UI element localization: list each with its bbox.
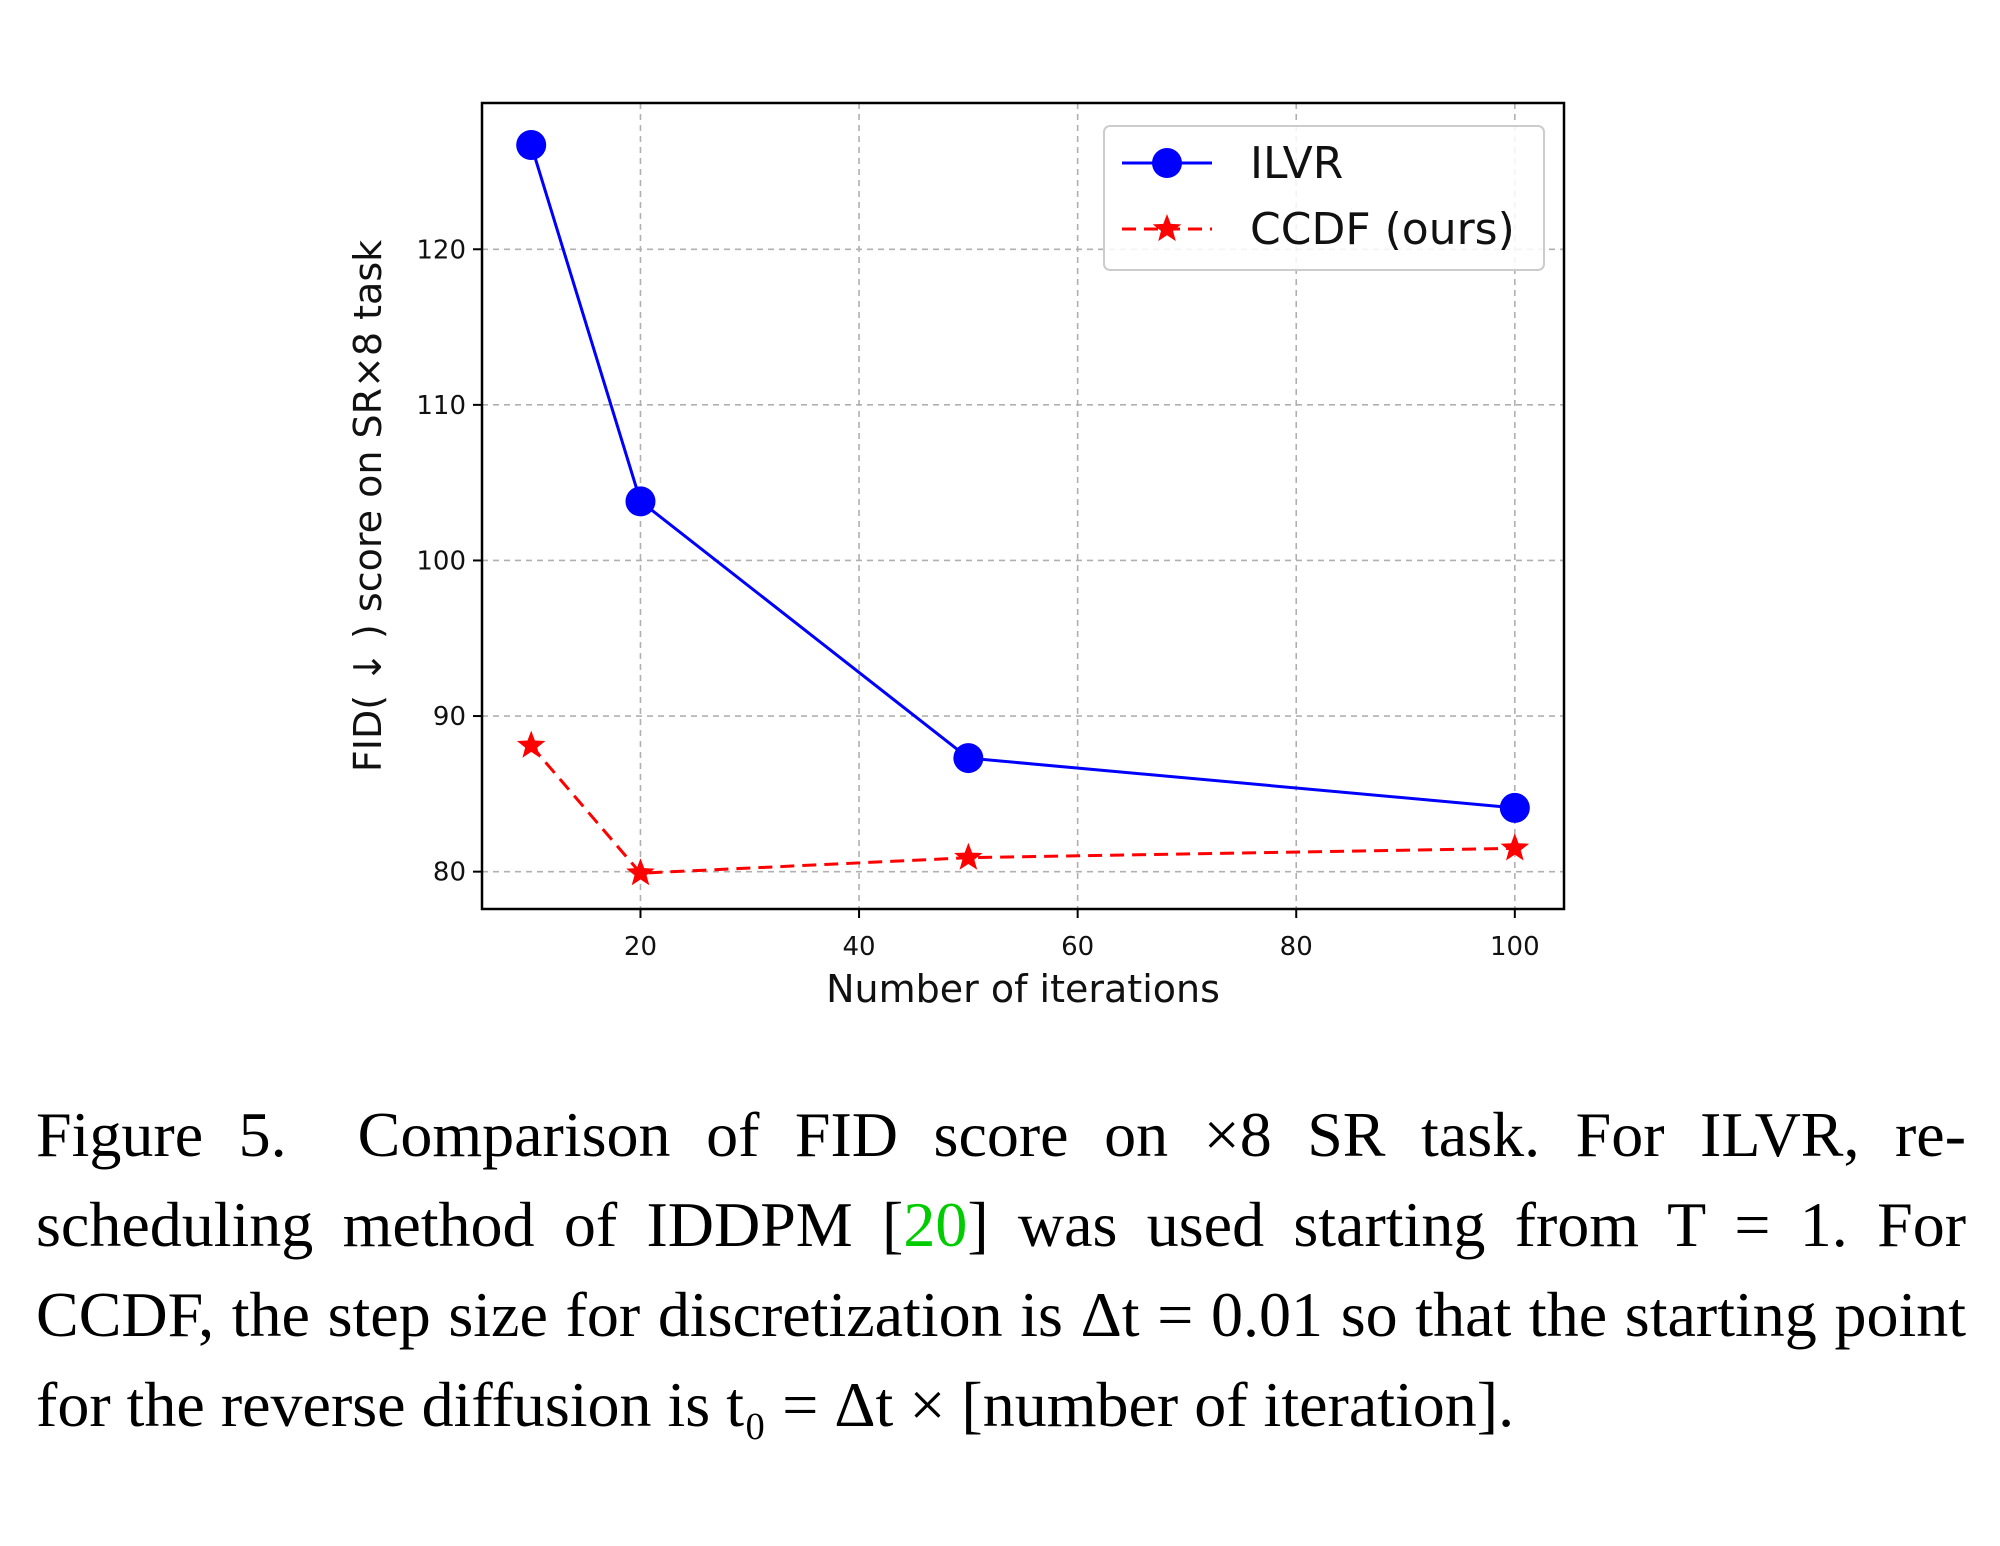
legend-ilvr-marker: [1152, 148, 1182, 178]
plot-frame: [480, 101, 1566, 911]
x-tick-label: 100: [1490, 932, 1540, 962]
legend-box: [1103, 125, 1545, 271]
x-tick-label: 60: [1061, 932, 1094, 962]
x-axis-label: Number of iterations: [826, 967, 1220, 1011]
series-line-ccdf-ours: [530, 744, 1515, 875]
y-tick-label: 100: [416, 546, 466, 576]
y-tick-label: 120: [416, 235, 466, 265]
data-point-ilvr: [1499, 792, 1530, 823]
y-axis-label: FID( ↓ ) score on SR×8 task: [346, 240, 390, 772]
legend-ccdf-marker: [1152, 214, 1182, 242]
x-tick-label: 20: [624, 932, 657, 962]
data-point-ilvr: [953, 743, 984, 774]
y-tick-label: 110: [416, 391, 466, 421]
fid-line-chart: 20 40 60 80 100 80 90 100 110 120 Number of iter…: [346, 101, 1566, 1011]
y-tick-label: 80: [433, 858, 466, 888]
caption-text-3: T = 1. For CCDF, the step size for discr…: [36, 1189, 1966, 1440]
caption-text-2: ] was used starting from: [967, 1189, 1640, 1260]
legend-ccdf-label: CCDF (ours): [1250, 204, 1515, 255]
caption-text-1: Comparison of FID score on ×8 SR task. F…: [36, 1099, 1967, 1260]
series-line-ilvr: [529, 144, 1515, 810]
x-tick-label: 40: [843, 932, 876, 962]
y-tick-label: 90: [433, 702, 466, 732]
data-point-ilvr: [516, 130, 547, 161]
data-point-ccdf-ours: [1500, 833, 1530, 861]
caption-reference-link[interactable]: 20: [903, 1189, 968, 1260]
figure-caption: Figure 5. Comparison of FID score on ×8 …: [36, 1090, 1966, 1450]
series-group: [516, 130, 1530, 886]
caption-figure-label: Figure 5.: [36, 1099, 287, 1170]
data-point-ccdf-ours: [516, 730, 546, 758]
data-point-ilvr: [625, 486, 656, 517]
y-axis-ticks: 80 90 100 110 120: [416, 235, 482, 888]
x-axis-ticks: 20 40 60 80 100: [624, 909, 1540, 962]
legend-ilvr-label: ILVR: [1250, 138, 1343, 189]
data-point-ccdf-ours: [954, 842, 983, 870]
legend: ILVR CCDF (ours): [1103, 125, 1545, 271]
x-tick-label: 80: [1280, 932, 1313, 962]
data-point-ccdf-ours: [626, 858, 655, 886]
